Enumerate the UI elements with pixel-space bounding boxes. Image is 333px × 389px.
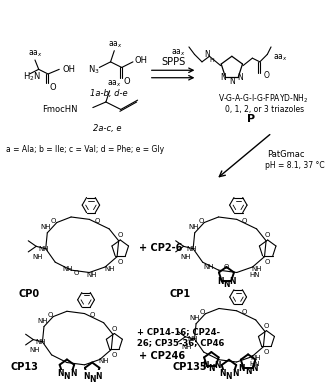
Text: NH: NH	[37, 318, 48, 324]
Text: N: N	[229, 277, 236, 286]
Text: + CP246: + CP246	[140, 351, 185, 361]
Text: N: N	[232, 369, 238, 378]
Text: O: O	[198, 218, 204, 224]
Text: N: N	[202, 361, 208, 370]
Text: H: H	[209, 58, 214, 63]
Text: N: N	[204, 50, 209, 59]
Text: NH: NH	[181, 345, 192, 350]
Text: aa$_x$: aa$_x$	[108, 40, 123, 50]
Text: HN: HN	[250, 272, 260, 278]
Text: N: N	[89, 375, 96, 384]
Text: NH: NH	[189, 315, 200, 321]
Text: O: O	[264, 323, 269, 329]
Text: O: O	[118, 259, 123, 265]
Text: O: O	[73, 270, 79, 276]
Text: NH: NH	[63, 266, 73, 272]
Text: P: P	[247, 114, 255, 124]
Text: N: N	[226, 372, 232, 381]
Text: N: N	[208, 364, 214, 373]
Text: O: O	[265, 259, 270, 265]
Text: O: O	[264, 349, 269, 355]
Text: NH: NH	[104, 266, 115, 272]
Text: CP13: CP13	[11, 362, 39, 372]
Text: FmocHN: FmocHN	[42, 105, 78, 114]
Text: N: N	[219, 369, 226, 378]
Text: O: O	[264, 71, 269, 81]
Text: + CP2-6: + CP2-6	[140, 242, 183, 252]
Text: N$_3$: N$_3$	[88, 63, 100, 75]
Text: N: N	[95, 372, 102, 381]
Text: CP0: CP0	[18, 289, 39, 299]
Text: O: O	[224, 264, 229, 270]
Text: O: O	[118, 232, 123, 238]
Text: 2a-c, e: 2a-c, e	[93, 124, 121, 133]
Text: V-G-A-G-I-G-FPAYD-NH$_2$: V-G-A-G-I-G-FPAYD-NH$_2$	[218, 93, 308, 105]
Text: NH: NH	[204, 264, 214, 270]
Text: O: O	[90, 312, 95, 318]
Text: N: N	[64, 372, 70, 381]
Text: N: N	[251, 364, 257, 373]
Text: O: O	[112, 326, 117, 332]
Text: NH: NH	[188, 224, 198, 230]
Text: N: N	[83, 372, 89, 381]
Text: 1a-b, d-e: 1a-b, d-e	[90, 89, 128, 98]
Text: NH: NH	[33, 254, 43, 260]
Text: a = Ala; b = Ile; c = Val; d = Phe; e = Gly: a = Ala; b = Ile; c = Val; d = Phe; e = …	[6, 145, 164, 154]
Text: N: N	[229, 77, 235, 86]
Text: HN: HN	[249, 361, 259, 367]
Text: NH: NH	[251, 266, 262, 272]
Text: N: N	[239, 364, 245, 373]
Text: H$_2$N: H$_2$N	[23, 70, 41, 83]
Text: N: N	[223, 280, 230, 289]
Text: NH: NH	[39, 246, 49, 252]
Text: aa$_x$: aa$_x$	[107, 78, 122, 89]
Text: NH: NH	[186, 246, 197, 252]
Text: aa$_x$: aa$_x$	[28, 48, 43, 59]
Text: NH: NH	[98, 358, 109, 364]
Text: OH: OH	[135, 56, 148, 65]
Text: NH: NH	[188, 336, 198, 342]
Text: O: O	[95, 218, 100, 224]
Text: 0, 1, 2, or 3 triazoles: 0, 1, 2, or 3 triazoles	[225, 105, 304, 114]
Text: aa$_x$: aa$_x$	[273, 53, 288, 63]
Text: O: O	[199, 309, 205, 315]
Text: N: N	[237, 73, 243, 82]
Text: NH: NH	[36, 339, 46, 345]
Text: pH = 8.1, 37 °C: pH = 8.1, 37 °C	[264, 161, 324, 170]
Text: O: O	[242, 218, 247, 224]
Text: NH: NH	[87, 272, 97, 278]
Text: NH: NH	[40, 224, 51, 230]
Text: OH: OH	[63, 65, 76, 74]
Text: + CP14-16; CP24-: + CP14-16; CP24-	[137, 327, 220, 336]
Text: N: N	[217, 277, 223, 286]
Text: SPPS: SPPS	[161, 57, 185, 67]
Text: O: O	[47, 312, 53, 318]
Text: O: O	[241, 309, 247, 315]
Text: CP1: CP1	[169, 289, 190, 299]
Text: NH: NH	[30, 347, 40, 353]
Text: aa$_x$: aa$_x$	[170, 47, 185, 58]
Text: PatGmac: PatGmac	[267, 150, 305, 159]
Text: O: O	[51, 218, 56, 224]
Text: O: O	[112, 352, 117, 358]
Text: N: N	[245, 367, 251, 376]
Text: CP135: CP135	[172, 362, 207, 372]
Text: N: N	[220, 73, 226, 82]
Text: O: O	[50, 82, 57, 91]
Text: N: N	[58, 369, 64, 378]
Text: O: O	[124, 77, 130, 86]
Text: N: N	[70, 369, 76, 378]
Text: NH: NH	[180, 254, 190, 260]
Text: 26; CP35-36; CP46: 26; CP35-36; CP46	[137, 338, 224, 347]
Text: NH: NH	[250, 355, 261, 361]
Text: N: N	[214, 361, 221, 370]
Text: O: O	[265, 232, 270, 238]
